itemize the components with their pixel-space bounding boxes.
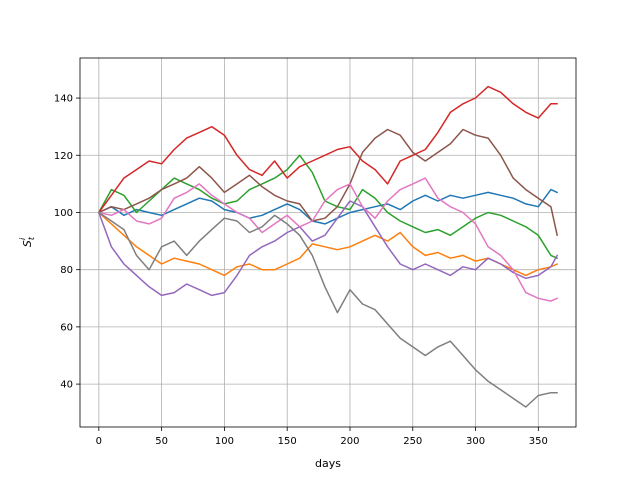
- y-axis-label: Sti: [18, 236, 36, 247]
- x-tick-label: 150: [278, 436, 297, 447]
- series-line-2: [98, 211, 558, 277]
- series-line-6: [98, 200, 558, 297]
- x-tick-label: 100: [215, 436, 234, 447]
- y-tick-label: 140: [54, 94, 73, 105]
- x-tick-label: 250: [403, 436, 422, 447]
- y-tick-label: 40: [60, 380, 73, 391]
- y-axis-label-sup: i: [18, 237, 27, 240]
- y-tick-label: 100: [54, 208, 73, 219]
- series-group: [98, 85, 558, 408]
- x-tick-label: 300: [466, 436, 485, 447]
- series-line-5: [98, 128, 558, 237]
- y-axis-label-base: S: [21, 240, 34, 247]
- x-tick-label: 200: [340, 436, 359, 447]
- series-line-3: [98, 154, 558, 259]
- series-line-4: [98, 85, 558, 214]
- series-line-7: [98, 177, 558, 302]
- x-tick-label: 0: [96, 436, 102, 447]
- grid: [80, 58, 576, 427]
- x-tick-label: 350: [529, 436, 548, 447]
- series-line-1: [98, 188, 558, 225]
- plot-frame: [79, 57, 577, 428]
- y-tick-label: 80: [60, 265, 73, 276]
- series-line-8: [98, 211, 558, 408]
- y-tick-label: 60: [60, 322, 73, 333]
- y-tick-label: 120: [54, 151, 73, 162]
- y-axis-label-sub: t: [27, 236, 36, 240]
- ticks: 0 50 100 150 200 250 300 350 40 60 80 100 120 140: [54, 94, 548, 447]
- x-tick-label: 50: [155, 436, 168, 447]
- x-axis-label: days: [315, 457, 341, 470]
